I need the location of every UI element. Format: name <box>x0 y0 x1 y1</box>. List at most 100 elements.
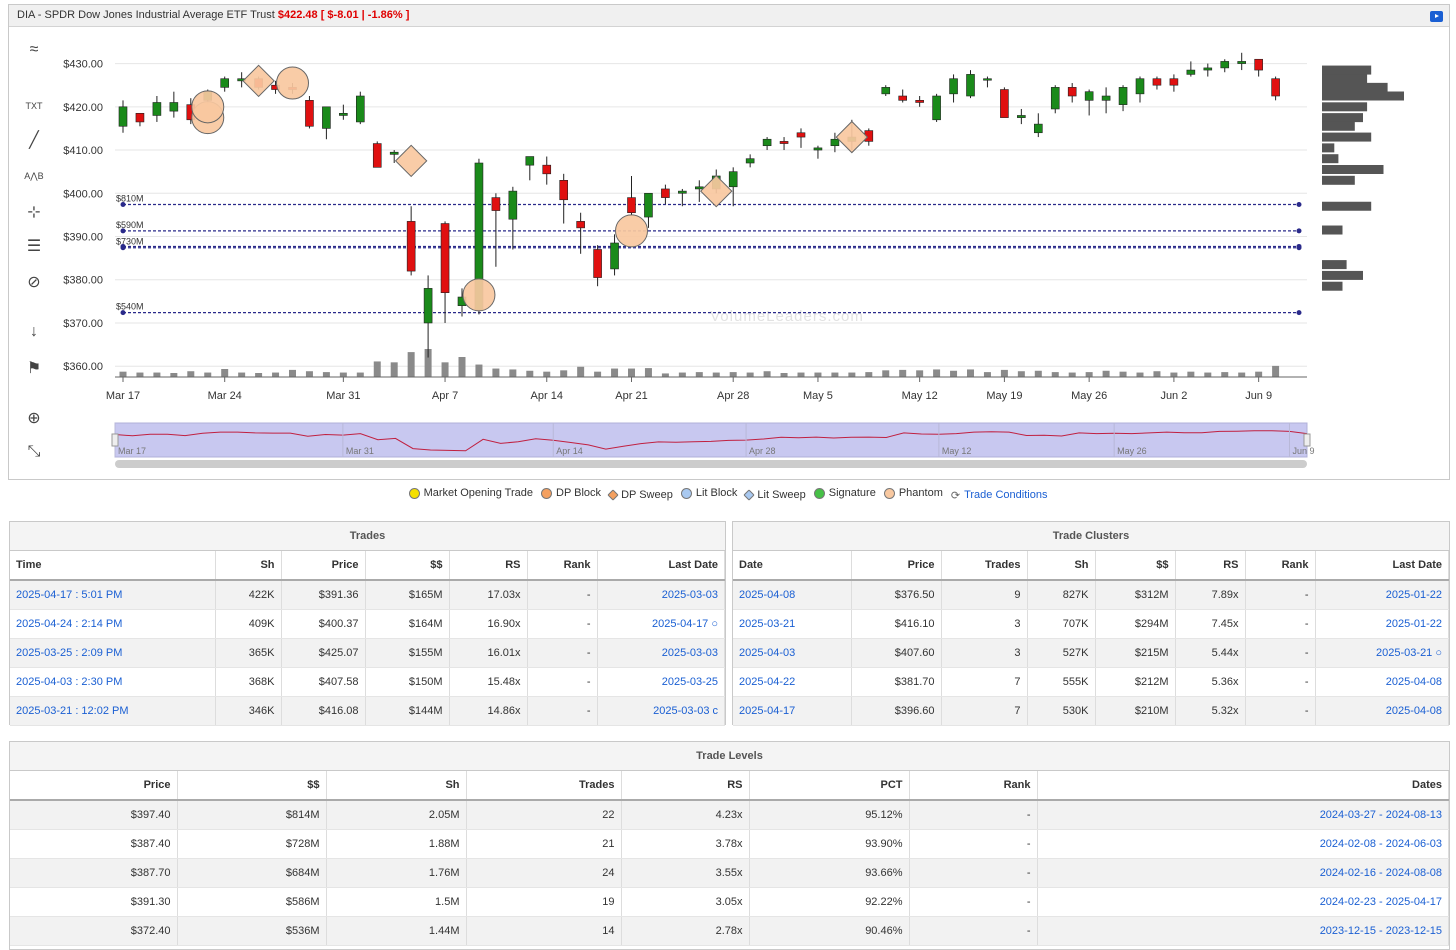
cell-link[interactable]: 2025-03-03 <box>597 580 725 610</box>
candle-up <box>1220 61 1230 69</box>
trade-conditions-link[interactable]: ⟳ Trade Conditions <box>951 489 1048 502</box>
cell-link[interactable]: 2025-03-03 c <box>597 696 725 726</box>
legend-item[interactable]: Phantom <box>883 487 943 499</box>
video-icon[interactable] <box>1430 11 1443 22</box>
legend-item[interactable]: DP Block <box>541 487 601 499</box>
column-header[interactable]: Price <box>851 551 942 581</box>
cell-link[interactable]: 2025-04-08 <box>1315 667 1449 697</box>
cell-link[interactable]: 2025-04-08 <box>733 580 852 610</box>
sort-numeric-icon[interactable]: ↓ <box>30 323 38 340</box>
cell-link[interactable]: 2024-02-23 - 2025-04-17 <box>1037 887 1449 917</box>
column-header[interactable]: Sh <box>215 551 282 581</box>
cell-link[interactable]: 2025-03-21 : 12:02 PM <box>10 696 216 726</box>
volume-profile-bar <box>1322 91 1404 101</box>
cell-link[interactable]: 2024-02-16 - 2024-08-08 <box>1037 858 1449 888</box>
column-header[interactable]: PCT <box>749 771 910 801</box>
cell-link[interactable]: 2023-12-15 - 2023-12-15 <box>1037 916 1449 946</box>
navigator-scrollbar[interactable] <box>115 460 1307 468</box>
cell: 92.22% <box>749 887 910 917</box>
cell-link[interactable]: 2025-03-03 <box>597 638 725 668</box>
trade-row[interactable]: 2025-03-25 : 2:09 PM 365K $425.07 $155M 16.0… <box>10 638 725 668</box>
candle-up <box>881 87 891 95</box>
cell: - <box>527 667 598 697</box>
cell-link[interactable]: 2024-03-27 - 2024-08-13 <box>1037 800 1449 830</box>
cluster-row[interactable]: 2025-03-21 $416.10 3 707K $294M 7.45x -2025-01… <box>733 609 1449 639</box>
level-row[interactable]: $372.40 $536M 1.44M 14 2.78x 90.46% -2023-12-1… <box>10 916 1449 946</box>
legend-label: Market Opening Trade <box>423 487 534 499</box>
column-header[interactable]: Trades <box>466 771 622 801</box>
column-header[interactable]: Price <box>281 551 366 581</box>
column-header[interactable]: Last Date <box>1315 551 1449 581</box>
navigator-handle-right[interactable] <box>1303 433 1311 447</box>
legend-item[interactable]: DP Sweep <box>607 489 673 501</box>
column-header[interactable]: Time <box>10 551 216 581</box>
line-chart-icon[interactable]: ≈ <box>29 41 39 58</box>
column-header[interactable]: Sh <box>1027 551 1096 581</box>
column-header[interactable]: Price <box>10 771 178 801</box>
text-tool-icon[interactable]: TXT <box>25 101 43 111</box>
column-header[interactable]: Last Date <box>597 551 725 581</box>
cell-link[interactable]: 2025-04-22 <box>733 667 852 697</box>
column-header[interactable]: $$ <box>365 551 450 581</box>
cell-link[interactable]: 2025-03-25 <box>597 667 725 697</box>
refresh-icon: ⟳ <box>950 489 961 502</box>
cell: $165M <box>365 580 450 610</box>
column-header[interactable]: RS <box>449 551 528 581</box>
flag-icon[interactable]: ⚑ <box>26 360 42 377</box>
cluster-row[interactable]: 2025-04-08 $376.50 9 827K $312M 7.89x -2025-01… <box>733 580 1449 610</box>
level-row[interactable]: $397.40 $814M 2.05M 22 4.23x 95.12% -2024-03-2… <box>10 800 1449 830</box>
column-header[interactable]: Date <box>733 551 852 581</box>
column-header[interactable]: Sh <box>326 771 467 801</box>
cell-link[interactable]: 2025-04-08 <box>1315 696 1449 726</box>
candle-up <box>423 288 433 324</box>
column-header[interactable]: Trades <box>941 551 1028 581</box>
legend-item[interactable]: Lit Block <box>680 487 737 499</box>
level-row[interactable]: $387.40 $728M 1.88M 21 3.78x 93.90% -2024-02-0… <box>10 829 1449 859</box>
column-header[interactable]: Dates <box>1037 771 1449 801</box>
cell-link[interactable]: 2025-03-21 <box>733 609 852 639</box>
column-header[interactable]: Rank <box>527 551 598 581</box>
horizontal-lines-icon[interactable]: ☰ <box>26 238 42 255</box>
cell-link[interactable]: 2024-02-08 - 2024-06-03 <box>1037 829 1449 859</box>
cell-link[interactable]: 2025-01-22 <box>1315 609 1449 639</box>
cell-link[interactable]: 2025-04-24 : 2:14 PM <box>10 609 216 639</box>
cluster-row[interactable]: 2025-04-17 $396.60 7 530K $210M 5.32x -2025-04… <box>733 696 1449 726</box>
column-header[interactable]: RS <box>1175 551 1246 581</box>
candle-up <box>830 138 840 147</box>
legend-item[interactable]: Signature <box>813 487 876 499</box>
trade-row[interactable]: 2025-04-24 : 2:14 PM 409K $400.37 $164M 16.9… <box>10 609 725 639</box>
cell-link[interactable]: 2025-01-22 <box>1315 580 1449 610</box>
cell-link[interactable]: 2025-04-17 : 5:01 PM <box>10 580 216 610</box>
cell: $312M <box>1095 580 1176 610</box>
candle-down <box>440 223 450 294</box>
cell-link[interactable]: 2025-03-21 ○ <box>1315 638 1449 668</box>
column-header[interactable]: $$ <box>177 771 327 801</box>
abc-pattern-icon[interactable]: A⋀B <box>24 170 44 181</box>
cell-link[interactable]: 2025-04-17 <box>733 696 852 726</box>
trade-row[interactable]: 2025-04-17 : 5:01 PM 422K $391.36 $165M 17.0… <box>10 580 725 610</box>
navigator-handle-left[interactable] <box>111 433 119 447</box>
column-header[interactable]: $$ <box>1095 551 1176 581</box>
cell-link[interactable]: 2025-04-03 <box>733 638 852 668</box>
trade-row[interactable]: 2025-03-21 : 12:02 PM 346K $416.08 $144M 14.… <box>10 696 725 726</box>
level-row[interactable]: $387.70 $684M 1.76M 24 3.55x 93.66% -2024-02-1… <box>10 858 1449 888</box>
column-header[interactable]: Rank <box>909 771 1038 801</box>
trade-row[interactable]: 2025-04-03 : 2:30 PM 368K $407.58 $150M 15.4… <box>10 667 725 697</box>
trend-line-icon[interactable]: ╱ <box>29 132 39 149</box>
hide-icon[interactable]: ⊘ <box>27 274 41 291</box>
cluster-row[interactable]: 2025-04-03 $407.60 3 527K $215M 5.44x -2025-03… <box>733 638 1449 668</box>
cluster-row[interactable]: 2025-04-22 $381.70 7 555K $212M 5.36x -2025-04… <box>733 667 1449 697</box>
legend-item[interactable]: Lit Sweep <box>743 489 806 501</box>
zoom-icon[interactable]: ⊕ <box>27 410 41 427</box>
cell-link[interactable]: 2025-03-25 : 2:09 PM <box>10 638 216 668</box>
price-chart[interactable]: $360.00 $370.00 $380.00 $390.00 $400.00 $410.… <box>9 5 1451 481</box>
column-header[interactable]: Rank <box>1245 551 1316 581</box>
legend-item[interactable]: Market Opening Trade <box>408 487 534 499</box>
collapse-icon[interactable]: ⤡ <box>27 443 41 460</box>
cell-link[interactable]: 2025-04-17 ○ <box>597 609 725 639</box>
crosshair-icon[interactable]: ⊹ <box>27 204 41 221</box>
column-header[interactable]: RS <box>621 771 750 801</box>
cell: - <box>909 829 1038 859</box>
cell-link[interactable]: 2025-04-03 : 2:30 PM <box>10 667 216 697</box>
level-row[interactable]: $391.30 $586M 1.5M 19 3.05x 92.22% -2024-02-23… <box>10 887 1449 917</box>
